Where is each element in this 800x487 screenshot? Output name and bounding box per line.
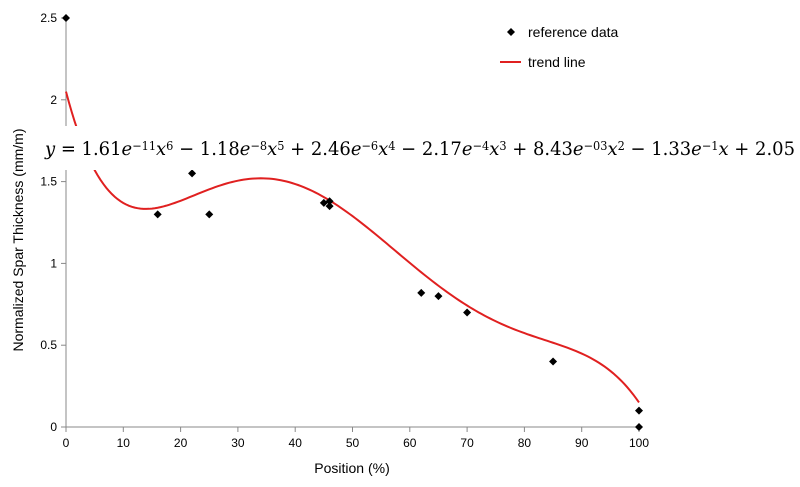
x-axis-label: Position (%) xyxy=(314,460,389,476)
equation-part: = 1.61 xyxy=(55,138,121,160)
data-point xyxy=(417,288,426,297)
x-tick-label: 90 xyxy=(575,436,589,450)
x-tick-label: 70 xyxy=(460,436,474,450)
equation-part: − 1.33 xyxy=(625,138,691,160)
x-tick-label: 50 xyxy=(346,436,360,450)
equation-part: x xyxy=(156,138,166,160)
equation-part: x xyxy=(607,138,617,160)
equation-part: e xyxy=(351,138,362,160)
equation-part: e xyxy=(691,138,702,160)
equation-part: x xyxy=(489,138,499,160)
equation-part: + 8.43 xyxy=(507,138,573,160)
equation-part: −8 xyxy=(250,139,267,153)
reference-series xyxy=(62,14,643,431)
x-tick-label: 0 xyxy=(63,436,70,450)
y-tick-label: 0.5 xyxy=(40,338,57,352)
y-tick-label: 2 xyxy=(50,93,57,107)
axes xyxy=(65,18,639,428)
x-tick-label: 10 xyxy=(117,436,131,450)
equation-part: + 2.05 xyxy=(729,138,795,160)
y-tick-label: 1.5 xyxy=(40,175,57,189)
equation-part: −11 xyxy=(132,139,156,153)
x-tick-label: 100 xyxy=(629,436,649,450)
equation-part: e xyxy=(462,138,473,160)
x-tick-label: 60 xyxy=(403,436,417,450)
equation-part: 6 xyxy=(166,139,173,153)
equation-part: −4 xyxy=(472,139,489,153)
equation-part: − 2.17 xyxy=(395,138,461,160)
equation-part: 3 xyxy=(499,139,506,153)
equation-background xyxy=(40,126,795,170)
equation-part: y xyxy=(44,138,55,160)
x-tick-label: 30 xyxy=(231,436,245,450)
y-axis-label: Normalized Spar Thickness (mm/m) xyxy=(10,128,26,351)
x-ticks: 0 10 20 30 40 50 60 70 80 90 100 xyxy=(63,427,649,450)
equation-part: x xyxy=(378,138,388,160)
equation-part: 5 xyxy=(277,139,284,153)
y-tick-label: 1 xyxy=(50,256,57,270)
data-point xyxy=(62,14,70,22)
equation-part: + 2.46 xyxy=(284,138,350,160)
equation-part: x xyxy=(718,138,728,160)
equation-part: − 1.18 xyxy=(173,138,239,160)
data-point xyxy=(325,197,334,206)
trend-series xyxy=(65,91,640,404)
x-tick-label: 80 xyxy=(518,436,532,450)
trend-line xyxy=(65,91,640,404)
equation-part: 4 xyxy=(388,139,396,153)
y-ticks: 0 0.5 1 1.5 2 2.5 xyxy=(40,11,66,434)
data-point xyxy=(325,202,334,211)
data-point xyxy=(549,357,558,366)
equation-part: −03 xyxy=(584,139,608,153)
data-point xyxy=(205,210,214,219)
legend-marker-reference-data xyxy=(507,28,515,36)
data-point xyxy=(434,292,443,301)
equation-part: −1 xyxy=(702,139,719,153)
equation-part: 2 xyxy=(618,139,625,153)
x-tick-label: 20 xyxy=(174,436,188,450)
y-tick-label: 0 xyxy=(50,420,57,434)
equation-part: e xyxy=(573,138,584,160)
data-point xyxy=(319,198,328,207)
equation-part: −6 xyxy=(361,139,378,153)
x-tick-label: 40 xyxy=(289,436,303,450)
legend-label-reference-data: reference data xyxy=(528,24,618,40)
data-point xyxy=(188,169,197,178)
data-point xyxy=(153,210,162,219)
equation-part: e xyxy=(240,138,251,160)
legend: reference data trend line xyxy=(500,24,618,70)
data-point xyxy=(635,423,643,431)
data-point xyxy=(463,308,472,317)
data-point xyxy=(635,406,643,415)
legend-label-trend-line: trend line xyxy=(528,54,586,70)
trend-equation: y = 1.61e−11x6 − 1.18e−8x5 + 2.46e−6x4 −… xyxy=(44,138,795,160)
equation-part: x xyxy=(267,138,277,160)
y-tick-label: 2.5 xyxy=(40,11,57,25)
equation-part: e xyxy=(122,138,133,160)
